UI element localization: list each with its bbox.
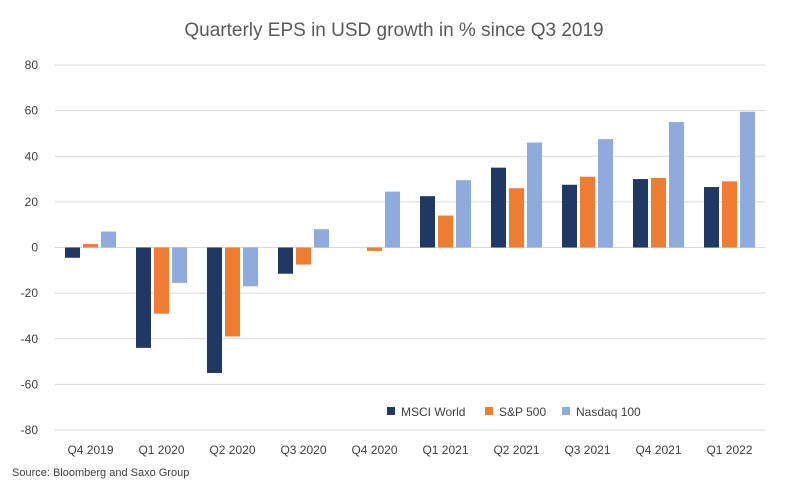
bar-nasdaq-100-q3-2021 [598, 139, 613, 248]
x-tick-label: Q2 2021 [493, 443, 539, 457]
bar-s-p-500-q4-2021 [651, 177, 666, 248]
x-tick-label: Q1 2020 [138, 443, 184, 457]
legend: MSCI World S&P 500 Nasdaq 100 [387, 405, 641, 419]
legend-label: S&P 500 [499, 405, 546, 419]
bars [65, 111, 755, 373]
bar-s-p-500-q3-2021 [580, 176, 595, 248]
y-tick-label: 0 [31, 241, 38, 255]
y-tick-label: 20 [25, 195, 39, 209]
y-tick-label: 80 [25, 58, 39, 72]
bar-s-p-500-q1-2022 [722, 181, 737, 248]
bar-msci-world-q3-2020 [278, 247, 293, 274]
legend-swatch [562, 407, 570, 415]
legend-label: Nasdaq 100 [576, 405, 641, 419]
bar-msci-world-q3-2021 [562, 184, 577, 248]
chart-title: Quarterly EPS in USD growth in % since Q… [184, 20, 603, 41]
bar-s-p-500-q4-2019 [83, 244, 98, 248]
bar-s-p-500-q2-2021 [509, 188, 524, 248]
legend-label: MSCI World [401, 405, 465, 419]
x-tick-label: Q3 2020 [280, 443, 326, 457]
x-tick-label: Q2 2020 [209, 443, 255, 457]
bar-msci-world-q2-2021 [491, 167, 506, 248]
source-note: Source: Bloomberg and Saxo Group [12, 467, 189, 479]
x-tick-label: Q4 2020 [351, 443, 397, 457]
x-tick-label: Q4 2019 [67, 443, 113, 457]
bar-nasdaq-100-q2-2021 [527, 142, 542, 248]
y-tick-label: 60 [25, 104, 39, 118]
bar-s-p-500-q2-2020 [225, 247, 240, 337]
bar-nasdaq-100-q2-2020 [243, 247, 258, 287]
y-axis-labels: 80 60 40 20 0 -20 -40 -60 -80 [21, 58, 39, 437]
x-tick-label: Q3 2021 [564, 443, 610, 457]
bar-msci-world-q1-2020 [136, 247, 151, 348]
bar-msci-world-q1-2021 [420, 196, 435, 248]
bar-nasdaq-100-q1-2021 [456, 180, 471, 248]
bar-nasdaq-100-q1-2020 [172, 247, 187, 283]
bar-s-p-500-q3-2020 [296, 247, 311, 265]
bar-s-p-500-q4-2020 [367, 247, 382, 251]
bar-s-p-500-q1-2021 [438, 215, 453, 248]
bar-nasdaq-100-q1-2022 [740, 111, 755, 248]
bar-msci-world-q4-2019 [65, 247, 80, 258]
x-axis-labels: Q4 2019 Q1 2020 Q2 2020 Q3 2020 Q4 2020 Q1 20… [67, 443, 752, 457]
y-tick-label: -20 [21, 286, 39, 300]
bar-nasdaq-100-q4-2021 [669, 122, 684, 248]
legend-swatch [485, 407, 493, 415]
y-tick-label: -60 [21, 377, 39, 391]
bar-nasdaq-100-q4-2019 [101, 231, 116, 248]
y-tick-label: 40 [25, 149, 39, 163]
bar-msci-world-q4-2021 [633, 179, 648, 248]
x-tick-label: Q1 2021 [422, 443, 468, 457]
bar-nasdaq-100-q4-2020 [385, 191, 400, 248]
bar-msci-world-q1-2022 [704, 187, 719, 248]
bar-s-p-500-q1-2020 [154, 247, 169, 314]
x-tick-label: Q4 2021 [635, 443, 681, 457]
bar-msci-world-q2-2020 [207, 247, 222, 373]
y-tick-label: -40 [21, 332, 39, 346]
x-tick-label: Q1 2022 [706, 443, 752, 457]
y-tick-label: -80 [21, 423, 39, 437]
legend-swatch [387, 407, 395, 415]
bar-nasdaq-100-q3-2020 [314, 229, 329, 248]
